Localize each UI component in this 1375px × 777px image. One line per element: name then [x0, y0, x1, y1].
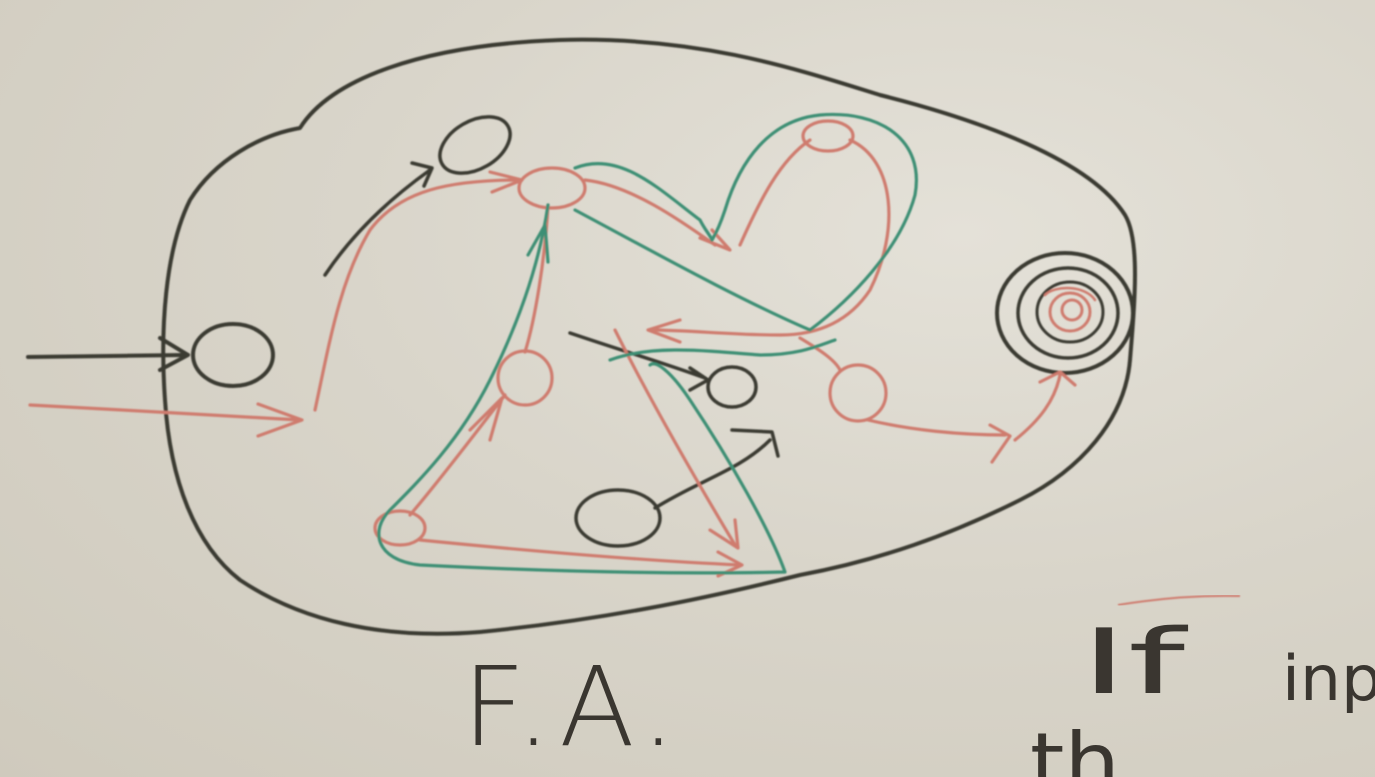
arrow-bottom — [653, 428, 780, 510]
start-state — [191, 322, 275, 388]
arrow-top-left — [323, 161, 434, 277]
diagram-title: F.A. — [462, 643, 684, 771]
side-note-word-2: inp — [1282, 642, 1375, 715]
start-arrow-black — [26, 336, 190, 372]
state-center-right — [706, 365, 758, 409]
side-note-word-1: If — [1080, 610, 1189, 715]
final-state — [995, 251, 1135, 375]
arrow-center-right — [568, 331, 710, 392]
state-bottom — [574, 488, 662, 548]
side-note-word-3: th — [1030, 716, 1120, 777]
state-top-left — [438, 115, 512, 175]
side-note: If inp th — [1030, 594, 1375, 777]
red-path — [28, 119, 1077, 578]
green-path — [377, 112, 918, 575]
automaton-boundary — [161, 37, 1137, 636]
